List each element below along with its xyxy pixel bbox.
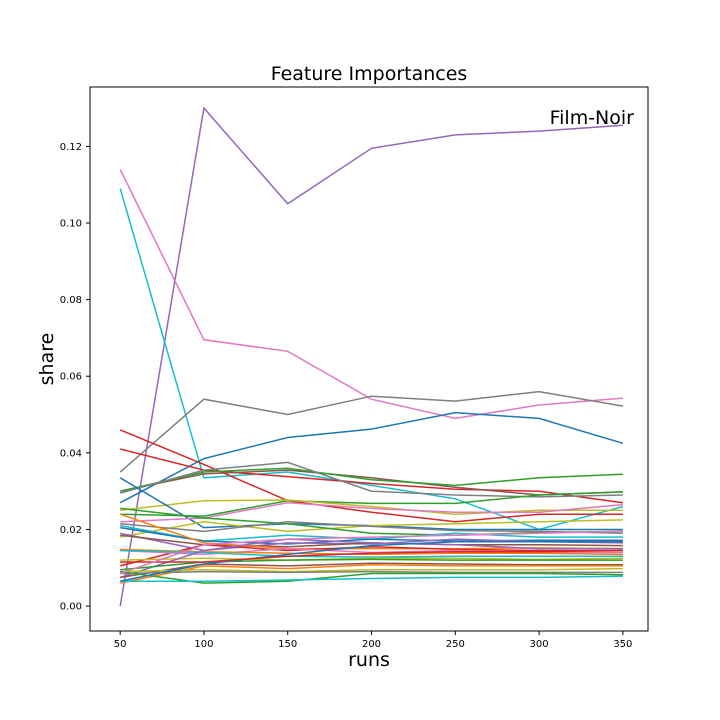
y-tick-label: 0.06 xyxy=(60,372,82,383)
series-layer xyxy=(119,106,624,607)
series-line-17 xyxy=(120,521,623,535)
series-line-35 xyxy=(120,575,623,582)
y-tick-label: 0.08 xyxy=(60,295,82,306)
series-line-11 xyxy=(120,491,623,517)
x-tick-label: 100 xyxy=(194,639,213,650)
series-line-37 xyxy=(120,549,623,563)
y-tick-label: 0.12 xyxy=(60,142,82,153)
x-tick-label: 350 xyxy=(613,639,632,650)
series-line-38 xyxy=(119,530,623,575)
plot-frame xyxy=(89,86,649,632)
series-line-31 xyxy=(120,563,623,584)
y-tick-label: 0.10 xyxy=(60,219,82,230)
series-line-33 xyxy=(120,570,623,575)
series-line-32 xyxy=(120,567,623,573)
y-tick-label: 0.02 xyxy=(60,525,82,536)
x-tick-label: 50 xyxy=(114,639,127,650)
y-axis-title: share xyxy=(36,333,58,386)
series-line-1 xyxy=(119,106,623,607)
x-tick-label: 300 xyxy=(530,639,549,650)
series-line-12 xyxy=(120,499,623,515)
series-line-16 xyxy=(120,507,623,536)
x-axis-title: runs xyxy=(348,649,390,671)
series-line-10 xyxy=(120,461,623,498)
y-tick-label: 0.00 xyxy=(60,602,82,613)
series-line-5 xyxy=(119,411,624,504)
series-line-4 xyxy=(119,390,624,473)
series-line-9 xyxy=(120,467,623,492)
x-tick-label: 250 xyxy=(446,639,465,650)
x-tick-label: 150 xyxy=(278,639,297,650)
series-line-25 xyxy=(120,548,623,556)
series-line-15 xyxy=(120,519,623,538)
x-axis: 50 100 150 200 250 300 350 xyxy=(114,631,632,650)
y-tick-label: 0.04 xyxy=(60,448,82,459)
series-line-6 xyxy=(119,429,623,523)
x-tick-label: 200 xyxy=(362,639,381,650)
series-line-34 xyxy=(120,570,623,584)
chart-title: Feature Importances xyxy=(271,63,468,85)
series-line-19 xyxy=(120,526,623,545)
series-line-36 xyxy=(120,540,623,582)
series-line-28 xyxy=(119,538,623,579)
y-axis: 0.00 0.02 0.04 0.06 0.08 0.10 0.12 xyxy=(60,142,90,613)
series-line-26 xyxy=(120,549,623,558)
series-line-2 xyxy=(119,169,623,420)
chart-annotation: Film-Noir xyxy=(550,107,635,129)
